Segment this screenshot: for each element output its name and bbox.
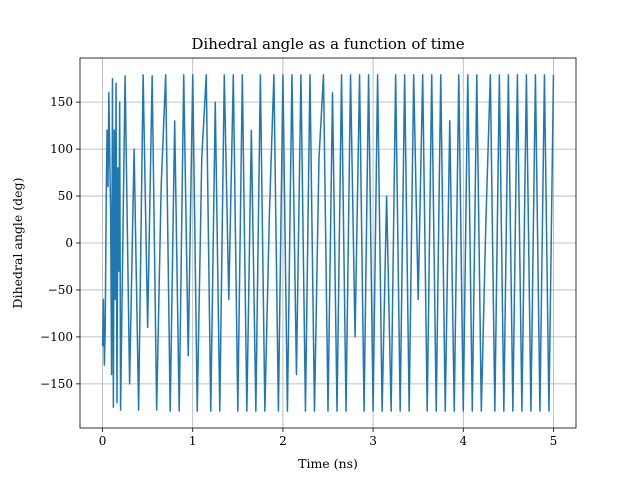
y-tick-label: 100 — [50, 142, 73, 156]
x-tick-label: 4 — [459, 434, 467, 448]
y-tick-label: 0 — [65, 236, 73, 250]
x-axis-label: Time (ns) — [298, 456, 358, 471]
x-tick-label: 1 — [189, 434, 197, 448]
y-tick-label: 50 — [58, 189, 73, 203]
y-tick-label: −50 — [48, 283, 73, 297]
y-axis: −150 −100 −50 0 50 100 150 — [40, 95, 80, 391]
chart-title: Dihedral angle as a function of time — [191, 35, 464, 53]
series-line — [101, 74, 555, 412]
x-tick-label: 3 — [369, 434, 377, 448]
x-axis: 0 1 2 3 4 5 — [99, 428, 558, 448]
y-tick-label: −100 — [40, 330, 73, 344]
series-layer — [101, 74, 555, 412]
x-tick-label: 0 — [99, 434, 107, 448]
y-tick-label: 150 — [50, 95, 73, 109]
y-tick-label: −150 — [40, 377, 73, 391]
y-axis-label: Dihedral angle (deg) — [10, 178, 25, 309]
x-tick-label: 2 — [279, 434, 287, 448]
x-tick-label: 5 — [550, 434, 558, 448]
